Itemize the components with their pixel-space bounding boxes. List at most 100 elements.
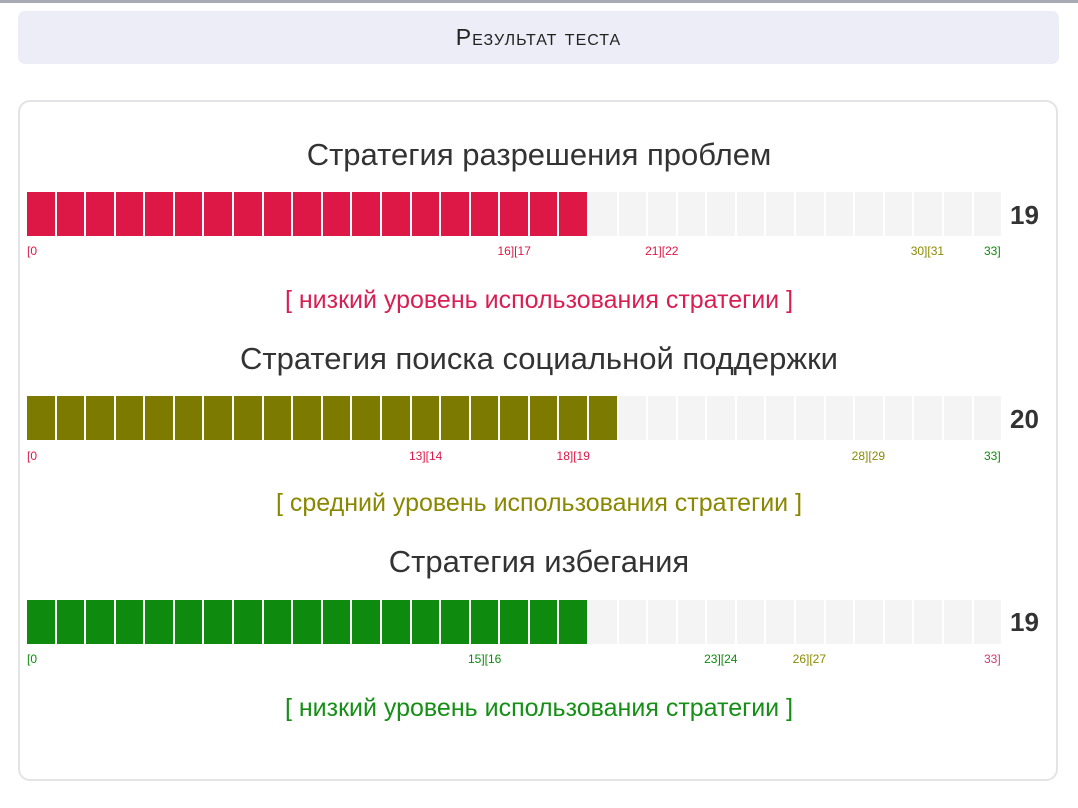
bar-segment [381, 600, 412, 644]
bar-segment [441, 396, 471, 440]
bar-segment [234, 396, 264, 440]
bar-segment [322, 600, 353, 644]
bar-segment [411, 600, 442, 644]
bar-segment [145, 600, 175, 644]
scale-tick-label: [0 [27, 652, 38, 666]
bar-segment [174, 192, 205, 236]
bar-segment [855, 600, 885, 644]
bar-segment [441, 192, 471, 236]
bar-segment [559, 192, 589, 236]
strategy-level-text: [ средний уровень использования стратеги… [275, 489, 803, 517]
bar-segment [411, 396, 442, 440]
scale-tick-label: 16][17 [497, 244, 531, 258]
bar-segment [648, 396, 678, 440]
scale-tick-label: 13][14 [408, 449, 443, 463]
bar-segment [914, 396, 944, 440]
strategy-score-bar [27, 600, 1001, 644]
strategy-title: Стратегия избегания [388, 544, 690, 579]
bar-segment [619, 396, 649, 440]
bar-segment [619, 192, 649, 236]
bar-segment [115, 192, 146, 236]
bar-segment [589, 600, 619, 644]
bar-segment [470, 396, 501, 440]
bar-segment [411, 192, 442, 236]
bar-segment [885, 600, 915, 644]
bar-segment [737, 396, 767, 440]
strategy-title: Стратегия поиска социальной поддержки [240, 341, 838, 376]
bar-segment [500, 600, 530, 644]
bar-segment [293, 396, 323, 440]
bar-segment [826, 192, 856, 236]
bar-segment [589, 192, 619, 236]
bar-segment [707, 192, 737, 236]
bar-segment [145, 396, 175, 440]
strategy-title: Стратегия разрешения проблем [306, 137, 772, 172]
bar-segment [766, 396, 797, 440]
bar-segment [56, 600, 87, 644]
bar-segment [500, 192, 530, 236]
bar-segment [974, 192, 1002, 236]
bar-segment [796, 600, 826, 644]
bar-segment [766, 192, 797, 236]
bar-segment [27, 396, 57, 440]
bar-segment [678, 192, 708, 236]
top-divider [0, 0, 1078, 3]
bar-segment [204, 192, 235, 236]
bar-segment [352, 396, 382, 440]
bar-segment [678, 396, 708, 440]
bar-segment [529, 396, 560, 440]
bar-segment [500, 396, 530, 440]
bar-segment [115, 396, 146, 440]
bar-segment [263, 600, 294, 644]
bar-segment [293, 600, 323, 644]
bar-segment [648, 192, 678, 236]
bar-segment [322, 192, 353, 236]
scale-tick-label: [0 [27, 244, 38, 258]
bar-segment [470, 600, 501, 644]
bar-segment [766, 600, 797, 644]
scale-tick-label: 18][19 [556, 449, 590, 463]
bar-segment [293, 192, 323, 236]
strategy-score-bar [27, 192, 1001, 236]
bar-segment [529, 192, 560, 236]
bar-segment [737, 192, 767, 236]
bar-segment [27, 600, 57, 644]
strategy-level-text: [ низкий уровень использования стратегии… [284, 286, 794, 314]
strategy-score-bar [27, 396, 1001, 440]
bar-segment [204, 396, 235, 440]
scale-tick-label: 33] [984, 244, 1001, 258]
bar-segment [56, 396, 87, 440]
bar-segment [678, 600, 708, 644]
bar-segment [529, 600, 560, 644]
scale-tick-label: 26][27 [792, 652, 827, 666]
bar-segment [914, 192, 944, 236]
bar-segment [115, 600, 146, 644]
bar-segment [796, 192, 826, 236]
bar-segment [470, 192, 501, 236]
bar-segment [174, 600, 205, 644]
bar-segment [855, 192, 885, 236]
bar-segment [707, 396, 737, 440]
scale-tick-label: 33] [984, 449, 1001, 463]
strategy-score-value: 20 [1010, 404, 1039, 434]
bar-segment [145, 192, 175, 236]
result-header: Результат теста [18, 11, 1059, 64]
strategy-score-value: 19 [1010, 200, 1039, 230]
bar-segment [381, 396, 412, 440]
bar-segment [174, 396, 205, 440]
bar-segment [826, 396, 856, 440]
bar-segment [322, 396, 353, 440]
result-title: Результат теста [455, 24, 622, 50]
bar-segment [86, 192, 116, 236]
bar-segment [263, 396, 294, 440]
scale-tick-label: [0 [27, 449, 38, 463]
bar-segment [441, 600, 471, 644]
scale-tick-label: 15][16 [467, 652, 502, 666]
strategy-score-value: 19 [1010, 607, 1039, 637]
bar-segment [944, 192, 974, 236]
bar-segment [352, 600, 382, 644]
bar-segment [974, 600, 1002, 644]
bar-segment [352, 192, 382, 236]
bar-segment [648, 600, 678, 644]
bar-segment [944, 600, 974, 644]
